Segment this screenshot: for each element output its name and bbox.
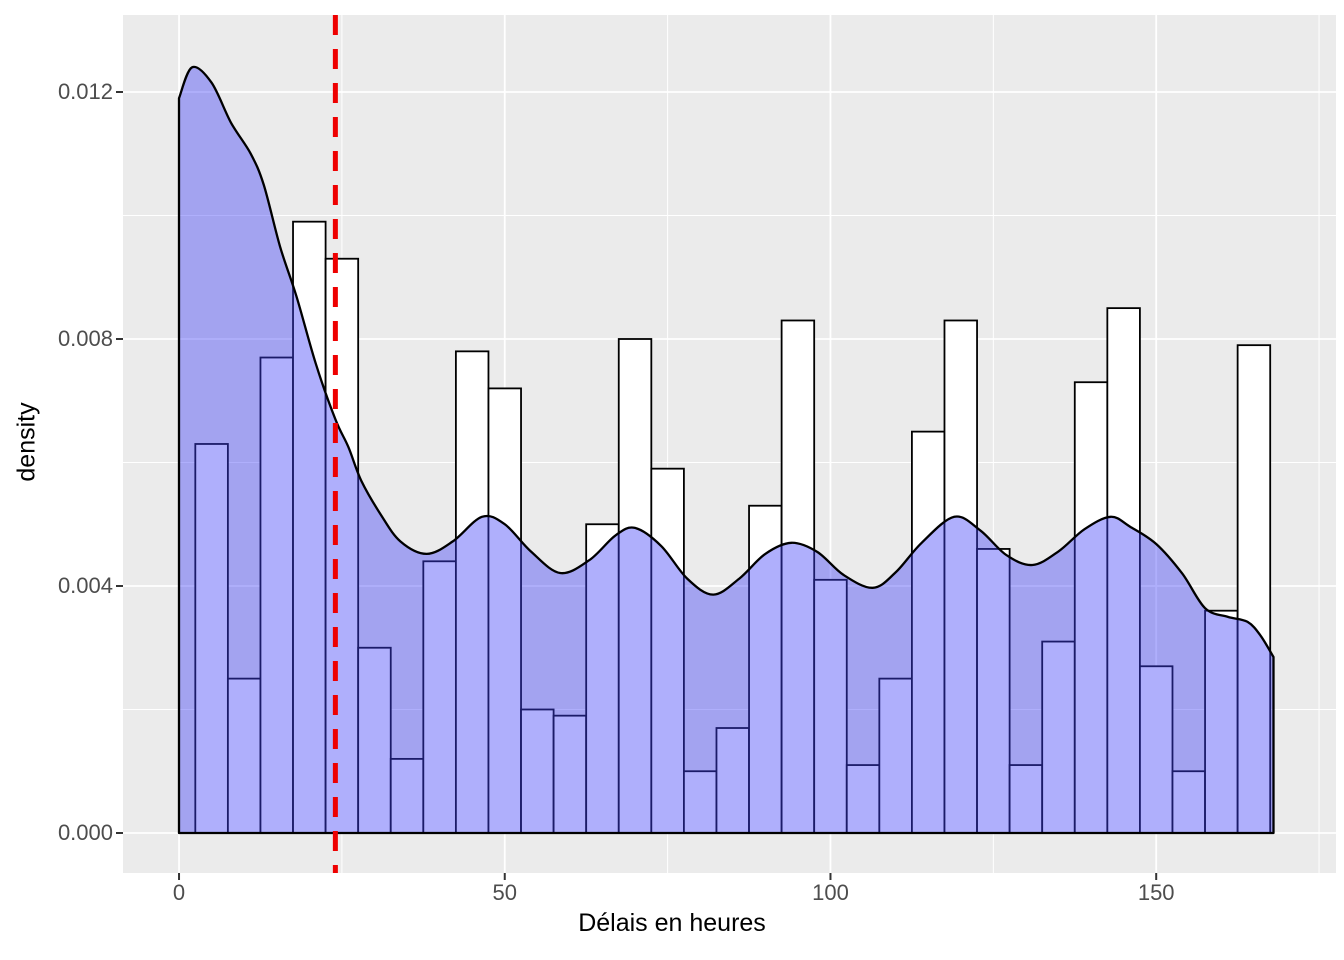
histogram-bar [682, 770, 718, 834]
x-tick-label: 150 [1137, 880, 1175, 905]
histogram-bar [194, 443, 229, 834]
histogram-bar [226, 677, 262, 834]
histogram-bar [422, 560, 457, 834]
histogram-bar [324, 257, 360, 834]
y-axis-title: density [12, 402, 41, 482]
histogram-bar [715, 727, 750, 834]
y-tick-label: 0.012 [57, 79, 113, 104]
y-tick-label: 0.000 [57, 819, 113, 845]
histogram-bar [487, 387, 522, 834]
histogram-bar [911, 430, 946, 834]
histogram-bar [357, 646, 392, 834]
x-axis-title: Délais en heures [578, 909, 766, 937]
y-tick-label: 0.008 [57, 325, 113, 351]
histogram-bar [976, 548, 1011, 834]
histogram-bar [1008, 764, 1044, 834]
density-area [177, 65, 1275, 835]
x-tick-label: 100 [812, 880, 849, 905]
histogram-bar [780, 319, 816, 834]
y-tick-label: 0.004 [57, 572, 113, 598]
histogram-bar [1041, 640, 1076, 834]
histogram-bar [585, 523, 620, 834]
histogram-bar [292, 220, 327, 834]
histogram-bar [552, 714, 588, 834]
x-tick-label: 0 [172, 880, 186, 905]
histogram-bar [878, 677, 913, 834]
histogram-bar [650, 467, 685, 834]
histogram-bar [943, 319, 978, 834]
x-tick-label: 50 [492, 880, 517, 905]
histogram-bar [748, 504, 783, 834]
